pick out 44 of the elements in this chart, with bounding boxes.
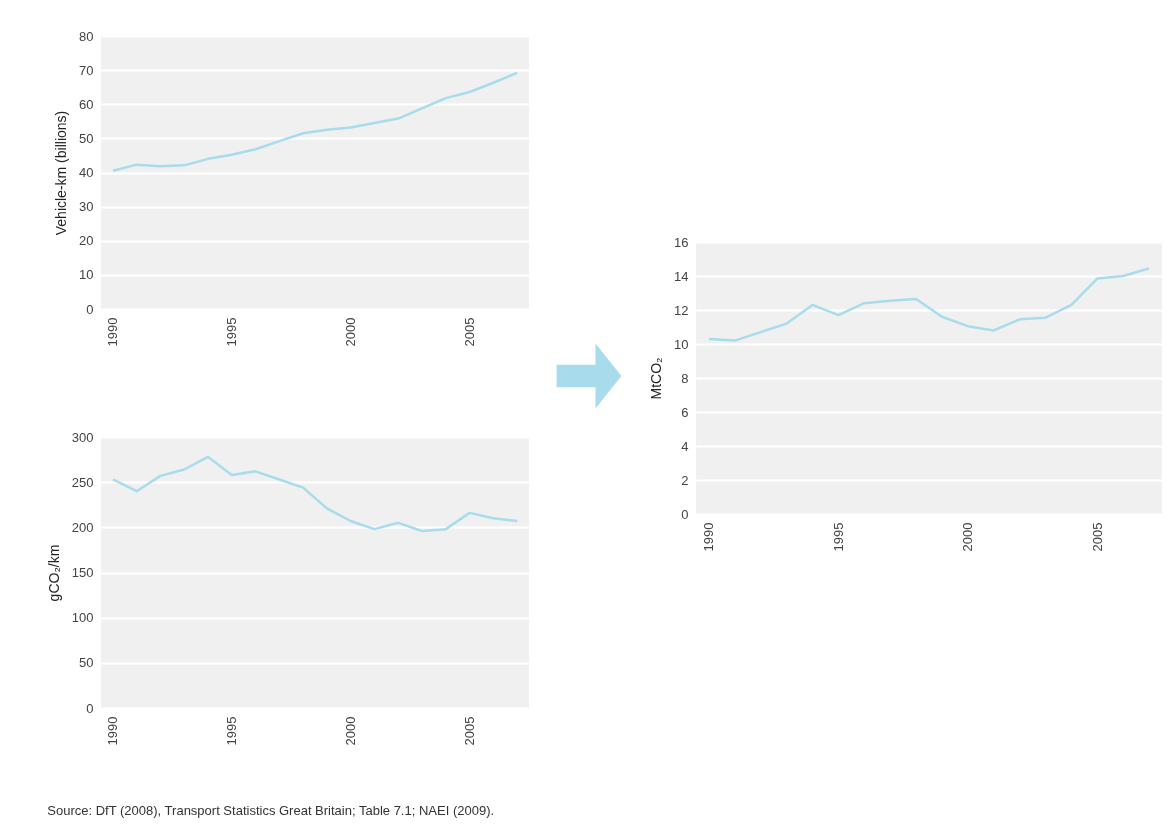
- y-tick-label: 300: [71, 429, 94, 445]
- x-tick-label: 1990: [701, 522, 717, 552]
- x-tick-label: 2005: [462, 716, 478, 746]
- line-series: [111, 71, 519, 173]
- y-tick-label: 0: [86, 700, 94, 716]
- y-tick-label: 20: [79, 233, 94, 249]
- x-tick-label: 1995: [830, 522, 846, 552]
- y-tick-label: 60: [79, 96, 94, 112]
- y-tick-label: 6: [681, 404, 689, 420]
- x-tick-label: 2000: [960, 522, 976, 552]
- y-axis-title: gCO₂/km: [45, 544, 62, 602]
- y-axis-title: Vehicle-km (billions): [53, 110, 70, 236]
- y-tick-label: 0: [86, 301, 94, 317]
- x-tick-label: 2005: [1089, 522, 1105, 552]
- y-tick-label: 40: [79, 165, 94, 180]
- x-tick-label: 2000: [343, 716, 359, 746]
- y-tick-label: 16: [674, 234, 689, 250]
- y-tick-label: 12: [674, 302, 689, 318]
- y-tick-label: 80: [79, 28, 94, 44]
- y-tick-label: 50: [79, 655, 94, 671]
- x-tick-label: 1995: [224, 317, 240, 347]
- x-tick-label: 1990: [105, 716, 121, 746]
- y-tick-label: 8: [681, 370, 689, 386]
- x-tick-label: 1990: [105, 317, 121, 347]
- x-tick-label: 1995: [224, 716, 240, 746]
- line-series: [111, 455, 519, 533]
- y-tick-label: 10: [674, 336, 689, 352]
- y-tick-label: 14: [674, 268, 689, 284]
- x-tick-label: 2005: [462, 317, 478, 347]
- y-tick-label: 10: [79, 267, 94, 283]
- y-tick-label: 0: [681, 506, 689, 522]
- x-tick-label: 2000: [343, 317, 359, 347]
- y-axis-title: MtCO₂: [648, 357, 665, 400]
- y-tick-label: 250: [71, 474, 94, 490]
- y-tick-label: 2: [681, 472, 689, 488]
- y-tick-label: 100: [71, 610, 94, 626]
- y-tick-label: 200: [71, 519, 94, 535]
- y-tick-label: 4: [681, 438, 689, 454]
- line-series: [707, 267, 1151, 342]
- source-note: Source: DfT (2008), Transport Statistics Great Britain; Table 7.1; NAEI (2009).: [47, 802, 495, 818]
- y-tick-label: 50: [79, 130, 94, 146]
- y-tick-label: 70: [79, 62, 94, 78]
- y-tick-label: 30: [79, 199, 94, 215]
- y-tick-label: 150: [71, 565, 94, 580]
